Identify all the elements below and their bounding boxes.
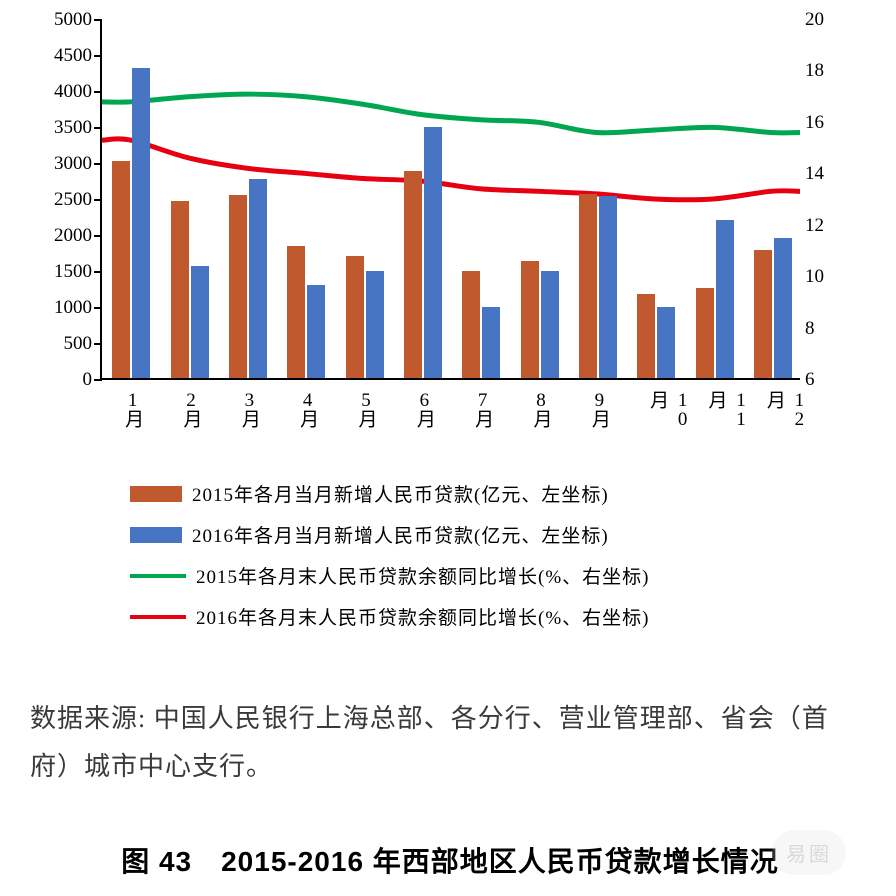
legend: 2015年各月当月新增人民币贷款(亿元、左坐标) 2016年各月当月新增人民币贷款… bbox=[130, 480, 830, 644]
data-source: 数据来源: 中国人民银行上海总部、各分行、营业管理部、省会（首府）城市中心支行。 bbox=[30, 695, 850, 791]
y1-tick bbox=[94, 235, 102, 237]
bar-2016_bars bbox=[599, 196, 617, 378]
bar-2015_bars bbox=[346, 256, 364, 378]
bar-2015_bars bbox=[521, 261, 539, 378]
y1-label: 5000 bbox=[32, 9, 92, 31]
y1-tick bbox=[94, 55, 102, 57]
bar-2015_bars bbox=[229, 195, 247, 378]
y2-label: 10 bbox=[805, 266, 845, 288]
x-label: 8月 bbox=[528, 390, 555, 426]
y1-label: 1500 bbox=[32, 261, 92, 283]
x-label: 2月 bbox=[178, 390, 205, 426]
bar-2015_bars bbox=[696, 288, 714, 378]
legend-row: 2016年各月当月新增人民币贷款(亿元、左坐标) bbox=[130, 521, 830, 548]
y2-label: 14 bbox=[805, 163, 845, 185]
bar-2015_bars bbox=[579, 194, 597, 378]
bar-2016_bars bbox=[249, 179, 267, 378]
line-2015_line bbox=[102, 94, 800, 133]
y1-tick bbox=[94, 163, 102, 165]
y1-label: 1000 bbox=[32, 297, 92, 319]
y1-tick bbox=[94, 91, 102, 93]
legend-marker bbox=[130, 574, 186, 578]
y1-label: 2500 bbox=[32, 189, 92, 211]
bar-2015_bars bbox=[112, 161, 130, 378]
y1-label: 4500 bbox=[32, 45, 92, 67]
bar-2015_bars bbox=[754, 250, 772, 378]
legend-marker bbox=[130, 486, 182, 502]
plot-region: 0500100015002000250030003500400045005000… bbox=[100, 20, 800, 380]
bar-2016_bars bbox=[424, 127, 442, 378]
bar-2015_bars bbox=[171, 201, 189, 378]
x-label: 12月 bbox=[761, 390, 810, 440]
x-label: 1月 bbox=[119, 390, 146, 426]
legend-marker bbox=[130, 615, 186, 619]
y2-label: 6 bbox=[805, 369, 845, 391]
bar-2015_bars bbox=[287, 246, 305, 378]
x-label: 7月 bbox=[469, 390, 496, 426]
bar-2016_bars bbox=[482, 307, 500, 378]
legend-label: 2016年各月当月新增人民币贷款(亿元、左坐标) bbox=[192, 521, 609, 548]
x-label: 3月 bbox=[236, 390, 263, 426]
x-label: 11月 bbox=[703, 390, 752, 440]
y1-tick bbox=[94, 343, 102, 345]
y1-label: 500 bbox=[32, 333, 92, 355]
y1-tick bbox=[94, 307, 102, 309]
y2-label: 18 bbox=[805, 60, 845, 82]
legend-label: 2015年各月末人民币贷款余额同比增长(%、右坐标) bbox=[196, 562, 649, 589]
chart-area: 0500100015002000250030003500400045005000… bbox=[30, 20, 860, 440]
legend-label: 2015年各月当月新增人民币贷款(亿元、左坐标) bbox=[192, 480, 609, 507]
legend-label: 2016年各月末人民币贷款余额同比增长(%、右坐标) bbox=[196, 603, 649, 630]
legend-row: 2016年各月末人民币贷款余额同比增长(%、右坐标) bbox=[130, 603, 830, 630]
bar-2015_bars bbox=[404, 171, 422, 378]
y1-tick bbox=[94, 199, 102, 201]
bar-2016_bars bbox=[774, 238, 792, 378]
bar-2016_bars bbox=[716, 220, 734, 378]
y2-label: 8 bbox=[805, 318, 845, 340]
bar-2016_bars bbox=[541, 271, 559, 378]
watermark: 易圈 bbox=[772, 830, 846, 875]
y2-label: 12 bbox=[805, 215, 845, 237]
x-label: 5月 bbox=[353, 390, 380, 426]
y1-label: 4000 bbox=[32, 81, 92, 103]
x-label: 9月 bbox=[586, 390, 613, 426]
bar-2016_bars bbox=[657, 307, 675, 378]
legend-row: 2015年各月当月新增人民币贷款(亿元、左坐标) bbox=[130, 480, 830, 507]
bar-2015_bars bbox=[462, 271, 480, 378]
y1-label: 3000 bbox=[32, 153, 92, 175]
x-label: 6月 bbox=[411, 390, 438, 426]
x-label: 4月 bbox=[294, 390, 321, 426]
bar-2016_bars bbox=[132, 68, 150, 378]
y1-tick bbox=[94, 271, 102, 273]
legend-marker bbox=[130, 527, 182, 543]
legend-row: 2015年各月末人民币贷款余额同比增长(%、右坐标) bbox=[130, 562, 830, 589]
y1-tick bbox=[94, 379, 102, 381]
line-2016_line bbox=[102, 139, 800, 200]
y1-tick bbox=[94, 127, 102, 129]
bar-2016_bars bbox=[366, 271, 384, 378]
figure-caption: 图 43 2015-2016 年西部地区人民币贷款增长情况 bbox=[30, 840, 870, 880]
y1-label: 0 bbox=[32, 369, 92, 391]
bar-2016_bars bbox=[307, 285, 325, 378]
y2-label: 16 bbox=[805, 112, 845, 134]
x-label: 10月 bbox=[644, 390, 693, 440]
y1-label: 2000 bbox=[32, 225, 92, 247]
y1-label: 3500 bbox=[32, 117, 92, 139]
y2-label: 20 bbox=[805, 9, 845, 31]
y1-tick bbox=[94, 19, 102, 21]
bar-2016_bars bbox=[191, 266, 209, 378]
bar-2015_bars bbox=[637, 294, 655, 378]
